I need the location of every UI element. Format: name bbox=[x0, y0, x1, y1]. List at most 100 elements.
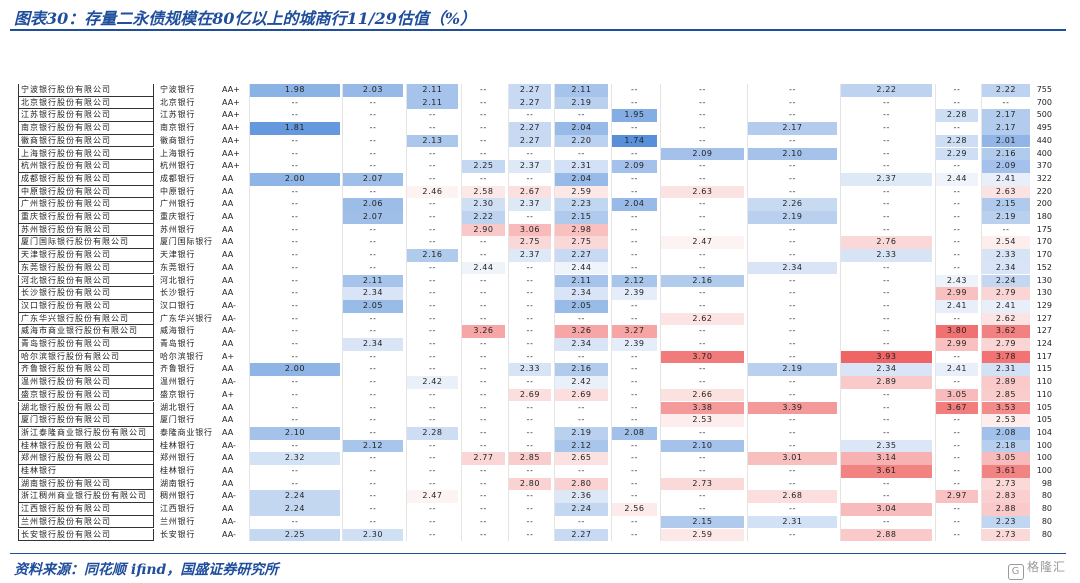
valuation-cell: -- bbox=[429, 453, 436, 463]
valuation-cell: -- bbox=[429, 466, 436, 475]
valuation-cell: 2.16 bbox=[661, 274, 744, 288]
grid-line bbox=[611, 84, 612, 542]
table-row: 齐鲁银行股份有限公司 齐鲁银行 AA 2.00 -- -- -- 2.33 2.16 -- -- 2.… bbox=[18, 363, 1058, 377]
valuation-cell: 2.05 bbox=[555, 299, 608, 313]
valuation-cell: 2.34 bbox=[555, 338, 608, 351]
valuation-cell: -- bbox=[631, 491, 638, 501]
valuation-cell: 1.81 bbox=[250, 122, 340, 135]
bank-short-name: 兰州银行 bbox=[160, 516, 196, 526]
valuation-cell: -- bbox=[291, 110, 299, 120]
valuation-cell: -- bbox=[429, 237, 436, 247]
valuation-cell: -- bbox=[480, 402, 487, 412]
valuation-cell: 3.06 bbox=[509, 223, 551, 237]
valuation-cell: -- bbox=[526, 275, 534, 285]
size-cell: 115 bbox=[1036, 364, 1052, 374]
valuation-cell: -- bbox=[699, 453, 706, 463]
valuation-cell: -- bbox=[526, 313, 534, 323]
valuation-cell: -- bbox=[883, 275, 890, 285]
size-cell: 180 bbox=[1036, 212, 1052, 221]
valuation-cell: 2.17 bbox=[982, 122, 1030, 135]
table-row: 桂林银行股份有限公司 桂林银行 AA- -- 2.12 -- -- -- 2.12 -- 2.10 -… bbox=[18, 439, 1058, 453]
valuation-cell: 2.73 bbox=[661, 477, 744, 491]
valuation-cell: 2.44 bbox=[936, 172, 978, 186]
size-cell: 440 bbox=[1036, 135, 1052, 145]
table-row: 中原银行股份有限公司 中原银行 AA -- -- 2.46 2.58 2.67 2.59 -- 2.… bbox=[18, 185, 1058, 199]
size-cell: 127 bbox=[1036, 313, 1052, 323]
valuation-cell: -- bbox=[480, 97, 487, 107]
valuation-cell: -- bbox=[291, 300, 299, 310]
valuation-cell: -- bbox=[789, 504, 796, 514]
valuation-cell: -- bbox=[883, 339, 890, 348]
valuation-cell: 2.29 bbox=[936, 147, 978, 161]
rating-cell: AA- bbox=[222, 440, 236, 450]
valuation-cell: -- bbox=[291, 288, 299, 298]
valuation-cell: -- bbox=[631, 212, 638, 221]
rating-cell: AA bbox=[222, 478, 234, 488]
valuation-cell: -- bbox=[480, 250, 487, 260]
valuation-cell: -- bbox=[369, 427, 377, 437]
valuation-cell: 2.88 bbox=[982, 503, 1030, 516]
table-row: 青岛银行股份有限公司 青岛银行 AA -- 2.34 -- -- -- 2.34 2.39 -- --… bbox=[18, 338, 1058, 351]
valuation-cell: -- bbox=[699, 199, 706, 209]
valuation-cell: -- bbox=[631, 364, 638, 374]
valuation-cell: 2.97 bbox=[936, 490, 978, 504]
valuation-cell: -- bbox=[526, 402, 534, 412]
rating-cell: AA bbox=[222, 224, 234, 234]
valuation-cell: 2.88 bbox=[841, 528, 932, 542]
valuation-cell: -- bbox=[789, 224, 796, 234]
valuation-cell: 2.63 bbox=[982, 185, 1030, 199]
grid-line bbox=[840, 84, 841, 542]
valuation-cell: -- bbox=[789, 300, 796, 310]
rating-cell: AA- bbox=[222, 516, 236, 526]
valuation-cell: -- bbox=[429, 199, 436, 209]
valuation-cell: -- bbox=[953, 516, 961, 526]
valuation-cell: 2.28 bbox=[407, 426, 458, 440]
valuation-cell: 2.66 bbox=[661, 388, 744, 402]
valuation-cell: -- bbox=[631, 466, 638, 475]
valuation-cell: -- bbox=[291, 212, 299, 221]
valuation-cell: 2.11 bbox=[407, 84, 458, 97]
size-cell: 110 bbox=[1036, 389, 1052, 399]
valuation-cell: -- bbox=[699, 288, 706, 298]
valuation-cell: -- bbox=[789, 173, 796, 183]
valuation-cell: 2.12 bbox=[612, 274, 657, 288]
valuation-cell: -- bbox=[291, 466, 299, 475]
valuation-cell: -- bbox=[526, 110, 534, 120]
size-cell: 80 bbox=[1041, 529, 1052, 539]
valuation-cell: -- bbox=[699, 110, 706, 120]
valuation-cell: -- bbox=[883, 123, 890, 133]
valuation-cell: -- bbox=[369, 377, 377, 387]
valuation-cell: 2.32 bbox=[250, 452, 340, 465]
valuation-cell: -- bbox=[480, 339, 487, 348]
valuation-cell: -- bbox=[883, 415, 890, 425]
valuation-cell: 2.17 bbox=[982, 109, 1030, 123]
valuation-cell: 2.37 bbox=[509, 160, 551, 173]
size-cell: 105 bbox=[1036, 415, 1052, 425]
valuation-cell: -- bbox=[291, 97, 299, 107]
valuation-cell: 2.35 bbox=[841, 439, 932, 453]
valuation-cell: -- bbox=[480, 313, 487, 323]
valuation-cell: 2.11 bbox=[407, 96, 458, 110]
rating-cell: AA- bbox=[222, 491, 236, 501]
valuation-cell: -- bbox=[883, 516, 890, 526]
valuation-cell: -- bbox=[369, 402, 377, 412]
valuation-cell: -- bbox=[631, 300, 638, 310]
bank-full-name: 桂林银行股份有限公司 bbox=[18, 439, 154, 453]
valuation-cell: 2.24 bbox=[555, 503, 608, 516]
bank-full-name: 湖南银行股份有限公司 bbox=[18, 477, 154, 491]
valuation-cell: -- bbox=[369, 478, 377, 488]
valuation-cell: 2.27 bbox=[555, 528, 608, 542]
valuation-cell: 2.69 bbox=[555, 388, 608, 402]
bank-short-name: 长沙银行 bbox=[160, 288, 196, 298]
size-cell: 170 bbox=[1036, 237, 1052, 247]
valuation-cell: 3.67 bbox=[936, 401, 978, 415]
valuation-cell: 2.12 bbox=[343, 439, 403, 453]
valuation-cell: 2.73 bbox=[982, 528, 1030, 542]
valuation-cell: -- bbox=[953, 85, 961, 94]
valuation-cell: 3.70 bbox=[661, 350, 744, 364]
valuation-cell: 2.67 bbox=[509, 185, 551, 199]
size-cell: 80 bbox=[1041, 491, 1052, 501]
grid-line bbox=[554, 84, 555, 542]
valuation-cell: -- bbox=[578, 351, 585, 361]
valuation-cell: 2.22 bbox=[462, 211, 505, 224]
